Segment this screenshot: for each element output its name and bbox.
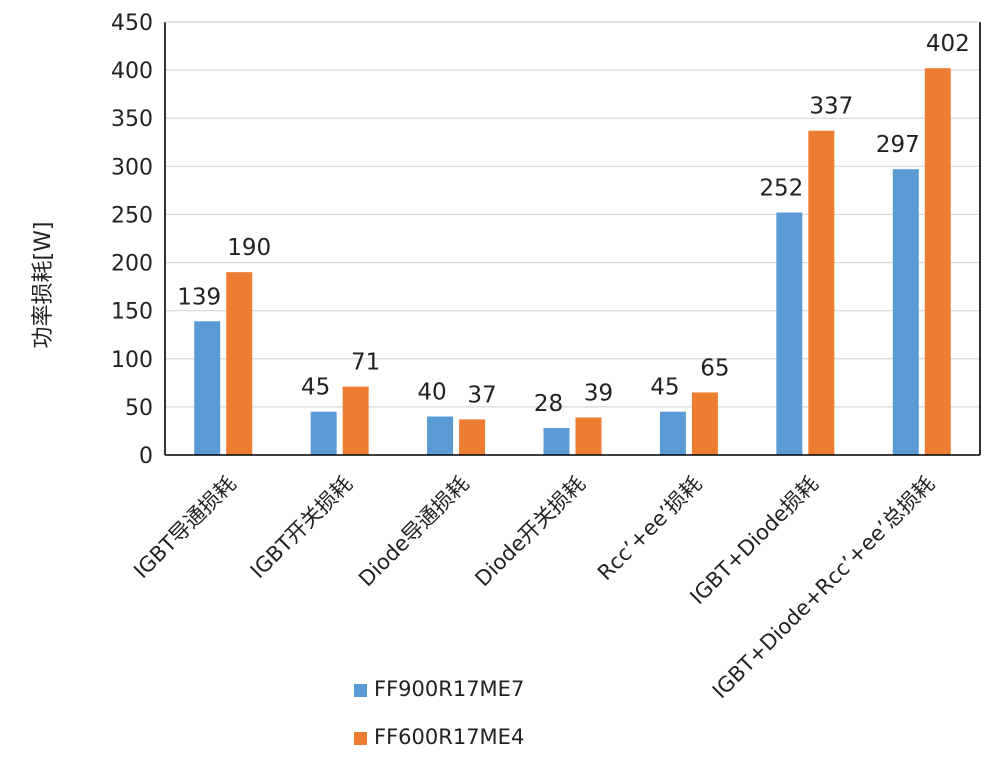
data-label: 45	[650, 375, 679, 401]
bar	[427, 416, 454, 455]
data-label: 337	[809, 94, 853, 120]
data-label: 65	[700, 355, 729, 381]
bar	[342, 386, 369, 455]
category-label: IGBT导通损耗	[129, 472, 241, 584]
data-label: 45	[301, 375, 330, 401]
y-tick-label: 250	[111, 203, 153, 228]
data-label: 71	[351, 350, 380, 376]
bar	[808, 130, 835, 455]
bar	[226, 272, 253, 455]
category-label: IGBT+Diode损耗	[685, 472, 822, 609]
bar	[575, 417, 602, 455]
y-tick-labels: 0 50 100 150 200 250 300 350 400 450	[111, 11, 153, 469]
category-label: Diode导通损耗	[354, 472, 474, 592]
bar	[776, 212, 803, 455]
y-tick-label: 0	[139, 444, 153, 469]
bar	[310, 411, 337, 455]
legend-label: FF900R17ME7	[374, 677, 524, 701]
bar	[459, 419, 486, 455]
category-label: IGBT开关损耗	[246, 472, 358, 584]
bar	[924, 68, 951, 455]
bar	[659, 411, 686, 455]
y-tick-label: 450	[111, 11, 153, 36]
y-tick-label: 150	[111, 300, 153, 325]
bar	[892, 169, 919, 455]
data-label: 297	[876, 132, 920, 158]
legend-label: FF600R17ME4	[374, 725, 524, 749]
bar	[543, 428, 570, 455]
bar	[194, 321, 221, 455]
category-label: Diode开关损耗	[470, 472, 590, 592]
data-label: 190	[227, 235, 271, 261]
y-tick-label: 300	[111, 155, 153, 180]
legend-swatch	[354, 732, 367, 745]
axes	[164, 21, 981, 456]
category-label: IGBT+Diode+Rcc’+ee’总损耗	[708, 472, 940, 704]
y-tick-label: 350	[111, 107, 153, 132]
y-tick-label: 200	[111, 252, 153, 277]
data-label: 28	[534, 391, 563, 417]
legend: FF900R17ME7 FF600R17ME4	[354, 677, 524, 749]
data-label: 39	[584, 380, 613, 406]
data-label: 402	[926, 31, 970, 57]
category-label: Rcc’+ee’损耗	[593, 472, 706, 585]
bars	[194, 68, 951, 455]
legend-swatch	[354, 684, 367, 697]
bar	[691, 392, 718, 455]
data-label: 139	[177, 284, 221, 310]
data-label: 37	[467, 382, 496, 408]
data-label: 40	[417, 380, 446, 406]
y-axis-title: 功率损耗[W]	[31, 222, 56, 349]
y-tick-label: 50	[125, 396, 153, 421]
gridlines	[165, 21, 980, 408]
y-tick-label: 400	[111, 59, 153, 84]
data-label: 252	[759, 176, 803, 202]
y-tick-label: 100	[111, 348, 153, 373]
